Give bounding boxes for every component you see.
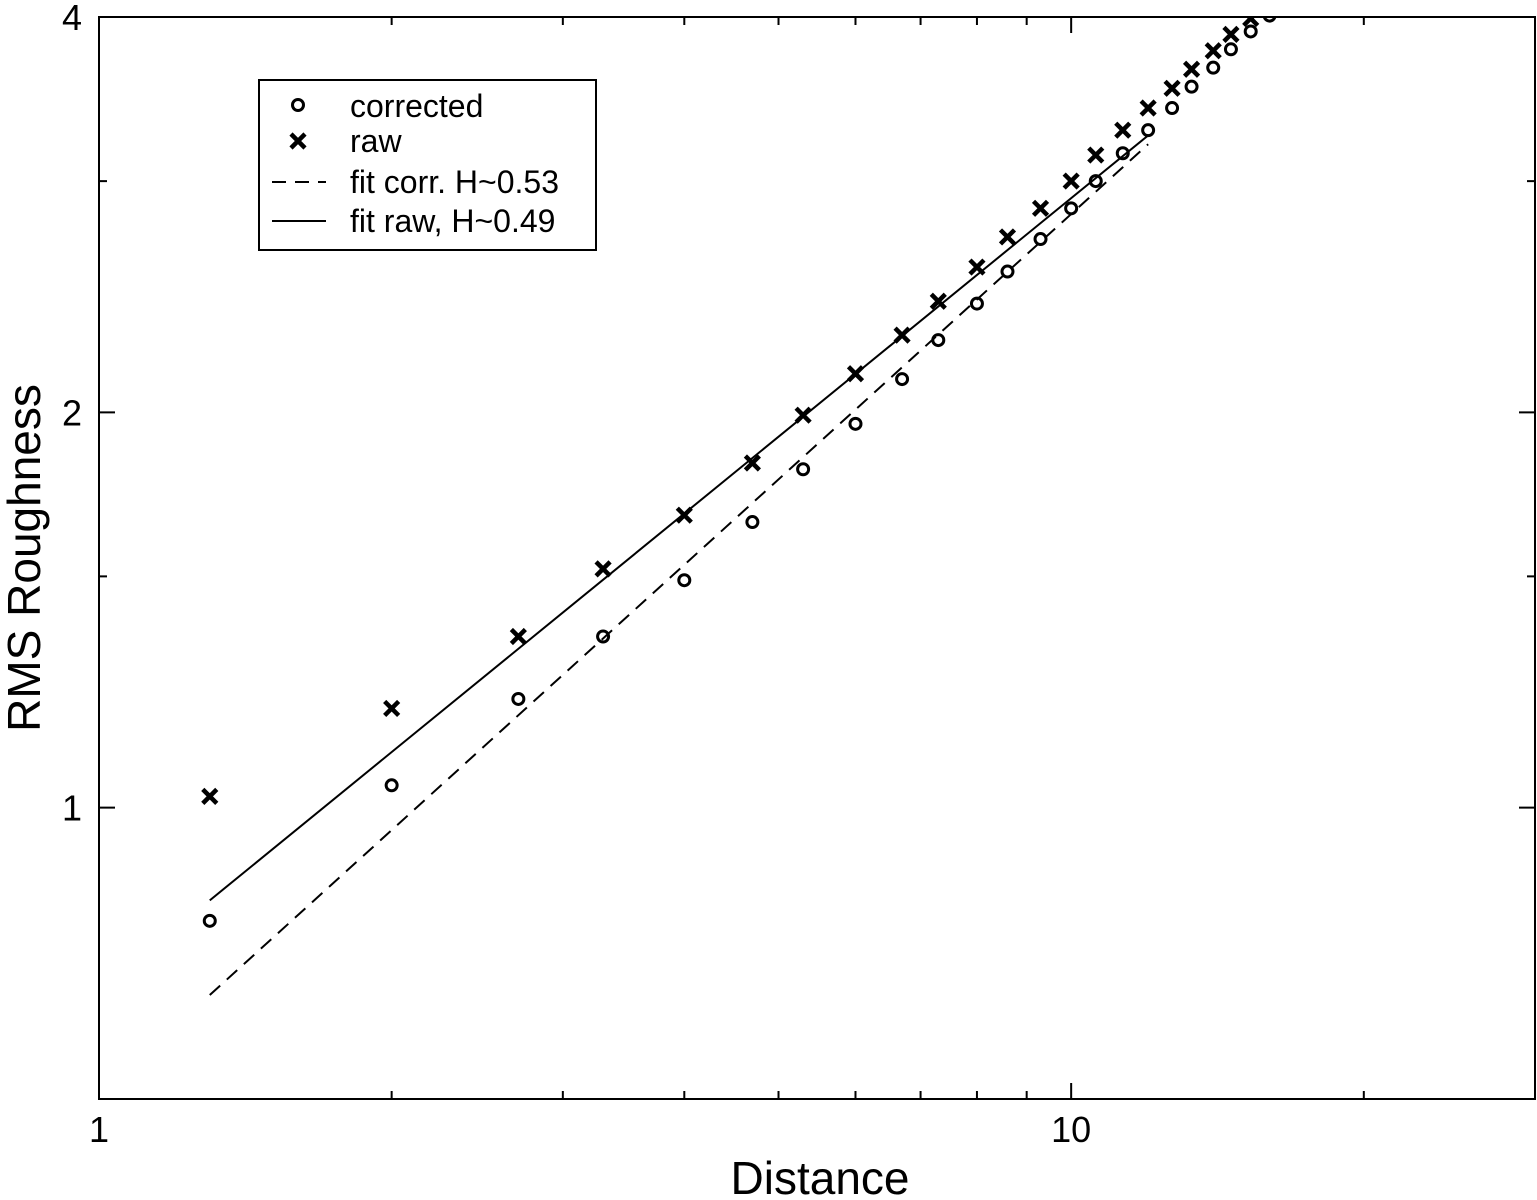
x-tick-label-10: 10: [1051, 1109, 1091, 1150]
fit-line-raw: [209, 134, 1149, 902]
corrected-point-14: [1088, 174, 1103, 189]
corrected-point-19: [1206, 60, 1221, 75]
raw-point-16: [1139, 99, 1157, 117]
legend-symbol-raw: [289, 132, 307, 150]
axis-ticks: [98, 16, 1535, 1099]
raw-point-11: [998, 228, 1017, 246]
tick-labels: 1 10 1 2 4: [62, 0, 1091, 1150]
legend-label-raw: raw: [350, 123, 402, 159]
corrected-point-1: [384, 778, 399, 793]
legend: corrected raw fit corr. H~0.53 fit raw, …: [258, 79, 597, 251]
raw-point-2: [509, 627, 527, 646]
raw-point-14: [1087, 146, 1105, 164]
raw-point-18: [1182, 60, 1201, 78]
legend-label-fit-raw: fit raw, H~0.49: [350, 203, 555, 239]
raw-point-19: [1204, 42, 1222, 60]
raw-point-17: [1163, 79, 1181, 97]
corrected-point-18: [1184, 79, 1199, 94]
corrected-point-4: [677, 573, 692, 588]
y-axis-title: RMS Roughness: [0, 384, 50, 732]
raw-point-9: [929, 292, 947, 310]
corrected-point-5: [745, 515, 760, 530]
corrected-point-21: [1243, 24, 1258, 39]
raw-point-21: [1242, 17, 1260, 28]
legend-symbol-corrected: [291, 98, 305, 112]
corrected-point-12: [1033, 232, 1048, 247]
y-tick-label-4: 4: [62, 0, 82, 38]
corrected-point-11: [1000, 264, 1015, 279]
raw-point-20: [1222, 25, 1240, 43]
corrected-point-22: [1262, 17, 1277, 23]
raw-point-15: [1114, 121, 1132, 139]
corrected-point-3: [596, 629, 611, 644]
corrected-point-20: [1223, 42, 1238, 57]
plot-frame: [98, 16, 1536, 1100]
x-tick-label-1: 1: [89, 1109, 109, 1150]
legend-symbols: [272, 98, 326, 222]
corrected-point-2: [511, 691, 526, 706]
corrected-point-6: [796, 462, 811, 477]
raw-point-12: [1031, 199, 1050, 217]
corrected-point-0: [202, 913, 217, 928]
corrected-point-15: [1115, 146, 1130, 161]
y-tick-label-2: 2: [62, 392, 82, 433]
raw-point-13: [1062, 172, 1080, 190]
raw-point-5: [743, 454, 761, 472]
corrected-point-10: [969, 296, 984, 311]
x-axis-title: Distance: [731, 1152, 910, 1200]
legend-label-fit-corr: fit corr. H~0.53: [350, 164, 559, 200]
data-marks: [201, 17, 1277, 996]
y-tick-label-1: 1: [62, 788, 82, 829]
raw-point-0: [201, 787, 219, 805]
fit-line-corrected: [209, 143, 1149, 996]
corrected-point-17: [1165, 101, 1180, 116]
legend-label-corrected: corrected: [350, 88, 483, 124]
corrected-point-8: [895, 372, 910, 387]
raw-point-3: [594, 560, 612, 578]
raw-point-1: [383, 699, 401, 718]
corrected-point-7: [848, 416, 863, 431]
